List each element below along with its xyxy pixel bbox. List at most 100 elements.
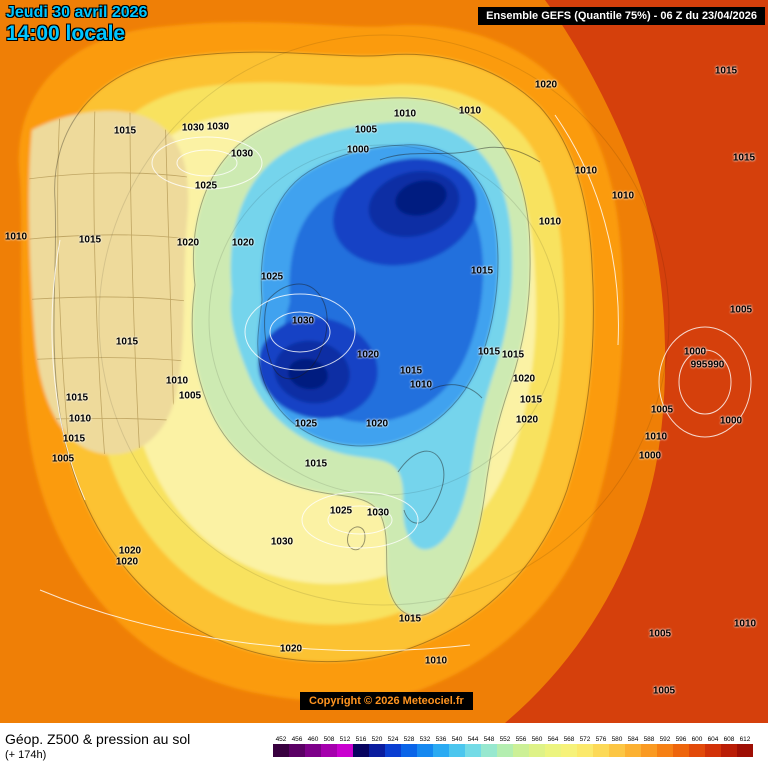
scale-value: 456 — [291, 735, 303, 743]
scale-value: 520 — [371, 735, 383, 743]
scale-value: 592 — [659, 735, 671, 743]
scale-step: 520 — [369, 735, 385, 757]
scale-step: 592 — [657, 735, 673, 757]
scale-swatch — [465, 743, 481, 757]
scale-value: 564 — [547, 735, 559, 743]
scale-swatch — [673, 743, 689, 757]
scale-value: 452 — [275, 735, 287, 743]
scale-step: 508 — [321, 735, 337, 757]
local-time-text: 14:00 locale — [6, 22, 126, 46]
scale-step: 612 — [737, 735, 753, 757]
scale-step: 532 — [417, 735, 433, 757]
scale-value: 604 — [707, 735, 719, 743]
pressure-label: 1000 — [346, 144, 370, 156]
pressure-label: 990 — [707, 359, 725, 371]
pressure-label: 995 — [690, 359, 708, 371]
scale-step: 544 — [465, 735, 481, 757]
pressure-label: 1015 — [470, 265, 494, 277]
pressure-label: 1030 — [291, 315, 315, 327]
scale-value: 532 — [419, 735, 431, 743]
pressure-label: 1030 — [230, 148, 254, 160]
pressure-label: 1015 — [399, 365, 423, 377]
scale-value: 524 — [387, 735, 399, 743]
pressure-label: 1000 — [719, 415, 743, 427]
scale-value: 548 — [483, 735, 495, 743]
pressure-label: 1010 — [165, 375, 189, 387]
pressure-label: 1005 — [652, 685, 676, 697]
pressure-label: 1025 — [294, 418, 318, 430]
scale-step: 580 — [609, 735, 625, 757]
scale-swatch — [385, 743, 401, 757]
scale-value: 596 — [675, 735, 687, 743]
pressure-label: 1020 — [279, 643, 303, 655]
scale-value: 560 — [531, 735, 543, 743]
pressure-label: 1020 — [512, 373, 536, 385]
scale-step: 608 — [721, 735, 737, 757]
scale-step: 568 — [561, 735, 577, 757]
scale-value: 584 — [627, 735, 639, 743]
scale-value: 568 — [563, 735, 575, 743]
scale-step: 604 — [705, 735, 721, 757]
scale-step: 548 — [481, 735, 497, 757]
scale-swatch — [433, 743, 449, 757]
forecast-lead-time: (+ 174h) — [5, 748, 47, 761]
scale-step: 564 — [545, 735, 561, 757]
scale-swatch — [657, 743, 673, 757]
scale-swatch — [353, 743, 369, 757]
scale-step: 540 — [449, 735, 465, 757]
scale-swatch — [561, 743, 577, 757]
pressure-label: 1010 — [393, 108, 417, 120]
latitude-circles — [98, 34, 670, 606]
scale-swatch — [305, 743, 321, 757]
pressure-label: 1025 — [260, 271, 284, 283]
scale-swatch — [273, 743, 289, 757]
map-area: 1015 1015 1030 1030 1030 1025 1010 1010 1005 1000… — [0, 0, 768, 723]
scale-value: 588 — [643, 735, 655, 743]
pressure-label: 1020 — [365, 418, 389, 430]
scale-swatch — [545, 743, 561, 757]
scale-swatch — [321, 743, 337, 757]
pressure-label: 1005 — [648, 628, 672, 640]
pressure-label: 1020 — [231, 237, 255, 249]
scale-step: 456 — [289, 735, 305, 757]
scale-value: 536 — [435, 735, 447, 743]
scale-swatch — [449, 743, 465, 757]
pressure-label: 1005 — [650, 404, 674, 416]
pressure-label: 1005 — [51, 453, 75, 465]
scale-swatch — [721, 743, 737, 757]
scale-value: 552 — [499, 735, 511, 743]
date-text: Jeudi 30 avril 2026 — [6, 4, 148, 21]
scale-swatch — [529, 743, 545, 757]
pressure-label: 1015 — [304, 458, 328, 470]
scale-swatch — [513, 743, 529, 757]
scale-step: 588 — [641, 735, 657, 757]
pressure-label: 1020 — [115, 556, 139, 568]
scale-step: 536 — [433, 735, 449, 757]
pressure-label: 1030 — [366, 507, 390, 519]
pressure-label: 1020 — [534, 79, 558, 91]
pressure-label: 1010 — [733, 618, 757, 630]
pressure-label: 1015 — [477, 346, 501, 358]
legend-bar: Géop. Z500 & pression au sol (+ 174h) 45… — [0, 723, 768, 768]
scale-step: 576 — [593, 735, 609, 757]
scale-value: 540 — [451, 735, 463, 743]
scale-value: 580 — [611, 735, 623, 743]
isobars — [39, 114, 752, 652]
scale-value: 460 — [307, 735, 319, 743]
pressure-label: 1015 — [714, 65, 738, 77]
scale-value: 572 — [579, 735, 591, 743]
pressure-label: 1010 — [458, 105, 482, 117]
scale-swatch — [369, 743, 385, 757]
pressure-label: 1025 — [194, 180, 218, 192]
pressure-label: 1005 — [729, 304, 753, 316]
pressure-label: 1010 — [644, 431, 668, 443]
scale-value: 556 — [515, 735, 527, 743]
geopotential-map-graphic — [18, 0, 768, 723]
scale-swatch — [481, 743, 497, 757]
pressure-label: 1020 — [176, 237, 200, 249]
pressure-label: 1015 — [501, 349, 525, 361]
pressure-label: 1015 — [115, 336, 139, 348]
scale-swatch — [609, 743, 625, 757]
pressure-label: 1025 — [329, 505, 353, 517]
color-scale: 452 456 460 508 512 516 520 524 528 532 536 540 544 5… — [273, 735, 753, 757]
